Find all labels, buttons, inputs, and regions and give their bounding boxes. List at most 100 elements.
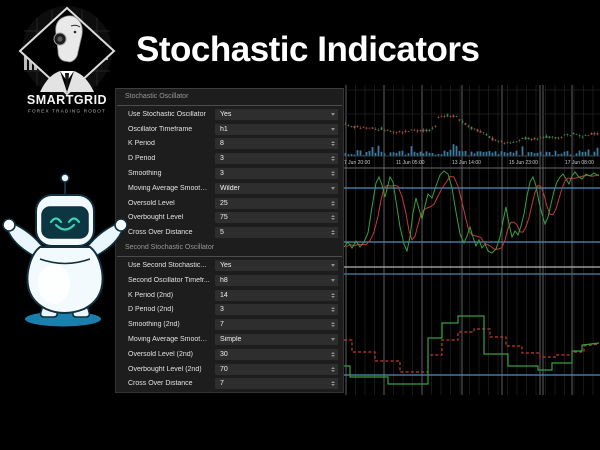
logo-subtitle-text: FOREX TRADING ROBOT [28, 109, 106, 114]
stepper-arrows-icon[interactable] [328, 381, 338, 387]
stepper-arrows-icon[interactable] [328, 307, 338, 313]
settings-panel: Stochastic Oscillator Use Stochastic Osci… [115, 88, 344, 393]
setting-value: 5 [220, 229, 224, 237]
stepper-down-icon[interactable] [331, 295, 335, 298]
stepper-arrows-icon[interactable] [328, 141, 338, 147]
stepper-arrows-icon[interactable] [328, 171, 338, 177]
setting-stepper[interactable]: 3 [215, 304, 338, 316]
stepper-down-icon[interactable] [331, 310, 335, 313]
setting-dropdown[interactable]: h8 [215, 274, 338, 286]
stepper-up-icon[interactable] [331, 307, 335, 310]
stochastic-pane-1 [344, 170, 600, 254]
setting-stepper[interactable]: 5 [215, 227, 338, 239]
stepper-down-icon[interactable] [331, 174, 335, 177]
candlesticks [344, 113, 599, 145]
setting-label: Use Second Stochastic... [128, 262, 207, 270]
chevron-down-icon [331, 278, 335, 282]
stepper-up-icon[interactable] [331, 200, 335, 203]
stepper-down-icon[interactable] [331, 325, 335, 328]
setting-label: Cross Over Distance [128, 380, 193, 388]
setting-value: 7 [220, 380, 224, 388]
setting-stepper[interactable]: 3 [215, 168, 338, 180]
setting-stepper[interactable]: 70 [215, 363, 338, 375]
mascot-chest-line [39, 258, 91, 265]
stepper-up-icon[interactable] [331, 171, 335, 174]
stepper-up-icon[interactable] [331, 322, 335, 325]
setting-value: 14 [220, 291, 228, 299]
stepper-down-icon[interactable] [331, 354, 335, 357]
setting-dropdown[interactable]: h1 [215, 123, 338, 135]
stepper-arrows-icon[interactable] [328, 322, 338, 328]
time-axis: 7 Jun 20:00 11 Jun 05:00 13 Jun 14:00 15 Ju… [344, 160, 594, 166]
chevron-down-icon [331, 186, 335, 190]
mascot-antenna-tip [60, 173, 70, 183]
setting-label: Oversold Level [128, 199, 175, 207]
stepper-down-icon[interactable] [331, 203, 335, 206]
setting-label: K Period [128, 140, 155, 148]
stepper-arrows-icon[interactable] [328, 215, 338, 221]
stepper-down-icon[interactable] [331, 233, 335, 236]
stepper-arrows-icon[interactable] [328, 200, 338, 206]
setting-stepper[interactable]: 25 [215, 197, 338, 209]
setting-stepper[interactable]: 30 [215, 348, 338, 360]
time-axis-label: 11 Jun 05:00 [396, 160, 425, 166]
setting-dropdown[interactable]: Yes [215, 108, 338, 120]
stepper-down-icon[interactable] [331, 218, 335, 221]
stepper-down-icon[interactable] [331, 384, 335, 387]
stepper-up-icon[interactable] [331, 366, 335, 369]
chevron-down-icon[interactable] [328, 112, 338, 116]
time-axis-label: 13 Jun 14:00 [452, 160, 481, 166]
setting-value: h8 [220, 276, 228, 284]
chevron-down-icon [331, 338, 335, 342]
setting-value: 25 [220, 199, 228, 207]
setting-label: Overbought Level [128, 214, 184, 222]
setting-dropdown[interactable]: Wilder [215, 182, 338, 194]
stepper-arrows-icon[interactable] [328, 366, 338, 372]
setting-stepper[interactable]: 3 [215, 153, 338, 165]
setting-row: Use Stochastic Oscillator Yes [116, 107, 343, 122]
setting-value: 75 [220, 214, 228, 222]
setting-row: Overbought Level (2nd) 70 [116, 362, 343, 377]
chevron-down-icon[interactable] [328, 264, 338, 268]
stepper-down-icon[interactable] [331, 159, 335, 162]
stepper-up-icon[interactable] [331, 215, 335, 218]
stepper-up-icon[interactable] [331, 141, 335, 144]
setting-stepper[interactable]: 7 [215, 319, 338, 331]
mascot-face [49, 217, 81, 231]
mascot-body-highlight [38, 264, 70, 304]
setting-stepper[interactable]: 7 [215, 378, 338, 390]
chevron-down-icon [331, 127, 335, 131]
setting-row: Smoothing 3 [116, 166, 343, 181]
setting-stepper[interactable]: 14 [215, 289, 338, 301]
stepper-down-icon[interactable] [331, 369, 335, 372]
section-header: Stochastic Oscillator [117, 89, 342, 106]
price-chart[interactable]: 7 Jun 20:00 11 Jun 05:00 13 Jun 14:00 15 Ju… [344, 85, 600, 396]
chevron-down-icon[interactable] [328, 278, 338, 282]
stepper-up-icon[interactable] [331, 230, 335, 233]
stepper-up-icon[interactable] [331, 351, 335, 354]
setting-dropdown[interactable]: Simple [215, 334, 338, 346]
setting-label: Overbought Level (2nd) [128, 365, 202, 373]
setting-stepper[interactable]: 75 [215, 212, 338, 224]
stepper-up-icon[interactable] [331, 292, 335, 295]
setting-value: Yes [220, 110, 232, 118]
setting-value: 30 [220, 350, 228, 358]
chevron-down-icon[interactable] [328, 338, 338, 342]
stepper-up-icon[interactable] [331, 156, 335, 159]
robot-bust-icon [40, 15, 94, 92]
stepper-arrows-icon[interactable] [328, 230, 338, 236]
mascot-robot [2, 173, 128, 327]
logo-title-text: SMARTGRID [27, 93, 107, 107]
stepper-up-icon[interactable] [331, 381, 335, 384]
setting-value: 3 [220, 155, 224, 163]
stepper-arrows-icon[interactable] [328, 351, 338, 357]
setting-dropdown[interactable]: Yes [215, 260, 338, 272]
setting-label: K Period (2nd) [128, 291, 174, 299]
stepper-arrows-icon[interactable] [328, 292, 338, 298]
chevron-down-icon[interactable] [328, 127, 338, 131]
setting-stepper[interactable]: 8 [215, 138, 338, 150]
stepper-down-icon[interactable] [331, 144, 335, 147]
stepper-arrows-icon[interactable] [328, 156, 338, 162]
chevron-down-icon[interactable] [328, 186, 338, 190]
